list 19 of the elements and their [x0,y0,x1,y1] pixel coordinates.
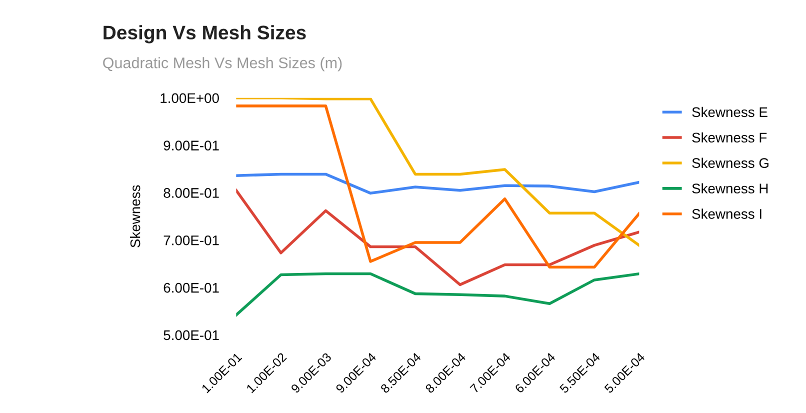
legend-label: Skewness H [692,183,768,194]
y-tick-label: 6.00E-01 [164,282,219,293]
legend-label: Skewness G [692,158,768,168]
legend-label: Skewness I [692,208,762,219]
line-series [236,272,640,316]
y-tick-label: 7.00E-01 [164,235,219,246]
line-series [236,172,640,195]
chart-subtitle: Quadratic Mesh Vs Mesh Sizes (m) [103,57,342,72]
legend-label: Skewness F [692,132,767,143]
line-series [236,104,640,269]
line-series [236,188,640,286]
chart-title: Design Vs Mesh Sizes [104,25,306,44]
y-tick-label: 1.00E+00 [160,93,219,104]
y-tick-label: 9.00E-01 [164,140,219,150]
y-tick-label: 5.00E-01 [164,330,219,340]
line-series [236,98,640,247]
y-axis-title: Skewness [130,185,140,248]
y-tick-label: 8.00E-01 [164,188,219,198]
legend-label: Skewness E [692,106,768,118]
